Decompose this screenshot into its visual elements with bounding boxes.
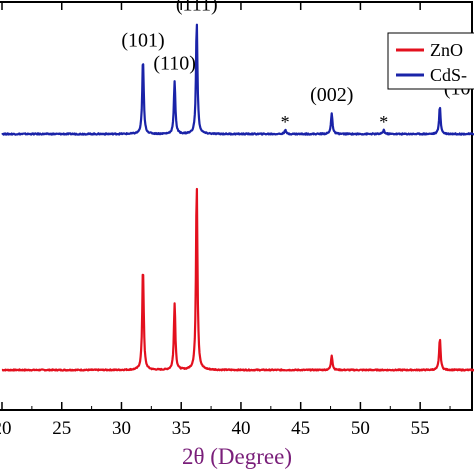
x-tick-label: 40: [231, 418, 250, 439]
peak-label: (002): [310, 84, 353, 106]
x-tick-label: 25: [52, 418, 71, 439]
peak-label: (110): [153, 53, 196, 75]
x-tick-label: 55: [411, 418, 430, 439]
x-tick-label: 30: [112, 418, 131, 439]
series-line-cds: [1, 23, 474, 136]
legend-label: CdS-: [430, 65, 467, 85]
legend: ZnO CdS-: [387, 32, 474, 90]
legend-label: ZnO: [430, 40, 463, 60]
x-axis-title: 2θ (Degree): [182, 444, 292, 469]
legend-box: [387, 32, 474, 90]
peak-label: (101): [121, 29, 164, 51]
peak-label: (111): [176, 0, 218, 16]
impurity-marker: *: [281, 112, 290, 132]
plot-frame: [0, 1, 473, 411]
x-tick-label: 20: [0, 418, 12, 439]
x-tick-label: 35: [172, 418, 191, 439]
series-line-zno: [1, 187, 474, 372]
impurity-marker: *: [379, 112, 388, 132]
x-tick-label: 50: [351, 418, 370, 439]
x-tick-label: 45: [291, 418, 310, 439]
